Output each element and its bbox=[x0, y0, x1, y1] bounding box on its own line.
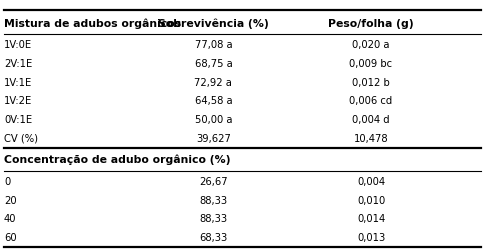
Text: 0,009 bc: 0,009 bc bbox=[349, 59, 392, 69]
Text: 2V:1E: 2V:1E bbox=[4, 59, 32, 69]
Text: 39,627: 39,627 bbox=[196, 134, 230, 143]
Text: 0V:1E: 0V:1E bbox=[4, 115, 32, 125]
Text: 0,014: 0,014 bbox=[356, 214, 384, 224]
Text: Concentração de adubo orgânico (%): Concentração de adubo orgânico (%) bbox=[4, 154, 230, 164]
Text: CV (%): CV (%) bbox=[4, 134, 38, 143]
Text: 0,004 d: 0,004 d bbox=[351, 115, 389, 125]
Text: 68,33: 68,33 bbox=[199, 233, 227, 243]
Text: 0,004: 0,004 bbox=[356, 177, 384, 187]
Text: 0,013: 0,013 bbox=[356, 233, 384, 243]
Text: 68,75 a: 68,75 a bbox=[194, 59, 232, 69]
Text: 64,58 a: 64,58 a bbox=[194, 96, 232, 106]
Text: 0: 0 bbox=[4, 177, 10, 187]
Text: 20: 20 bbox=[4, 196, 16, 206]
Text: Sobrevivência (%): Sobrevivência (%) bbox=[158, 19, 268, 29]
Text: 10,478: 10,478 bbox=[353, 134, 388, 143]
Text: 0,006 cd: 0,006 cd bbox=[348, 96, 392, 106]
Text: 0,010: 0,010 bbox=[356, 196, 384, 206]
Text: 88,33: 88,33 bbox=[199, 196, 227, 206]
Text: 0,020 a: 0,020 a bbox=[351, 40, 389, 50]
Text: 77,08 a: 77,08 a bbox=[194, 40, 232, 50]
Text: 40: 40 bbox=[4, 214, 16, 224]
Text: 72,92 a: 72,92 a bbox=[194, 78, 232, 88]
Text: 60: 60 bbox=[4, 233, 16, 243]
Text: 26,67: 26,67 bbox=[198, 177, 227, 187]
Text: 1V:2E: 1V:2E bbox=[4, 96, 32, 106]
Text: 0,012 b: 0,012 b bbox=[351, 78, 389, 88]
Text: Mistura de adubos orgânicos: Mistura de adubos orgânicos bbox=[4, 19, 181, 29]
Text: 50,00 a: 50,00 a bbox=[194, 115, 232, 125]
Text: 1V:1E: 1V:1E bbox=[4, 78, 32, 88]
Text: Peso/folha (g): Peso/folha (g) bbox=[328, 19, 413, 29]
Text: 88,33: 88,33 bbox=[199, 214, 227, 224]
Text: 1V:0E: 1V:0E bbox=[4, 40, 32, 50]
